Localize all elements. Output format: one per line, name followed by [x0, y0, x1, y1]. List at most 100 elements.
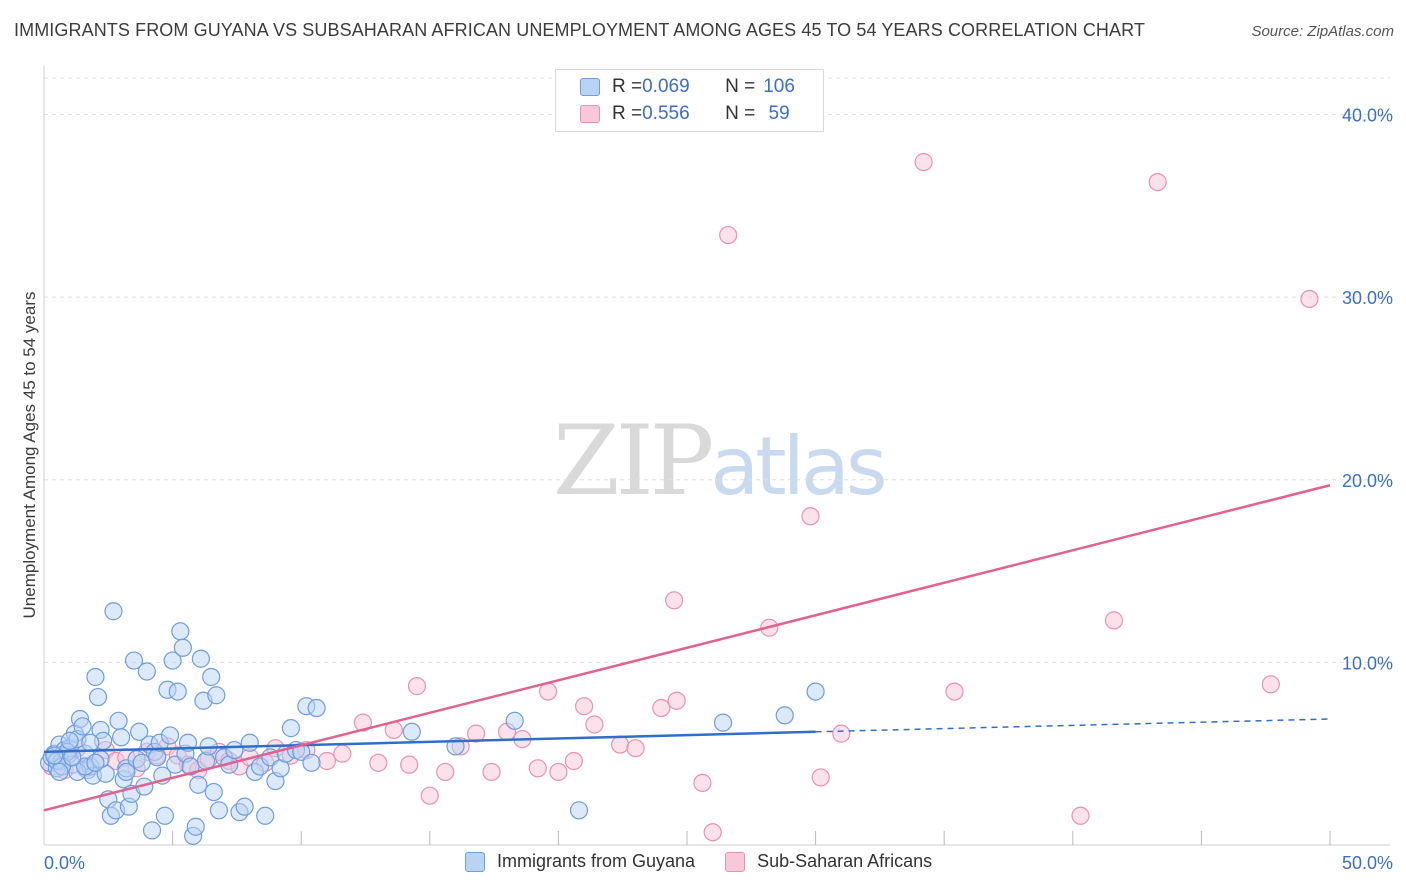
data-point-subsaharan: [652, 698, 671, 718]
legend-n-label: N =: [725, 76, 756, 97]
data-point-guyana: [45, 746, 64, 765]
data-point-guyana: [240, 733, 259, 752]
data-point-guyana: [402, 722, 421, 741]
data-point-subsaharan: [1148, 172, 1167, 192]
legend-n-value: 59: [763, 103, 790, 124]
legend-n-label: N =: [725, 103, 756, 124]
legend-label: Immigrants from Guyana: [497, 851, 696, 871]
x-tick-label-min: 0.0%: [44, 853, 85, 873]
trendline-guyana: [43, 730, 816, 754]
data-point-guyana: [775, 706, 794, 725]
data-point-guyana: [109, 711, 128, 730]
series-legend: Immigrants from Guyana Sub-Saharan Afric…: [465, 851, 962, 872]
legend-row-subsaharan: R = 0.556 N = 59: [580, 102, 790, 126]
data-point-subsaharan: [407, 677, 427, 696]
data-point-subsaharan: [611, 735, 630, 754]
data-point-subsaharan: [1071, 806, 1090, 825]
data-point-guyana: [163, 651, 182, 670]
legend-item-subsaharan[interactable]: Sub-Saharan Africans: [725, 851, 932, 872]
data-point-subsaharan: [400, 755, 419, 774]
data-point-guyana: [50, 762, 69, 782]
data-point-subsaharan: [665, 591, 684, 610]
data-point-subsaharan: [667, 691, 686, 710]
source-credit: Source: ZipAtlas.com: [1251, 23, 1394, 40]
data-point-guyana: [307, 698, 326, 718]
legend-r-label: R =: [612, 76, 643, 97]
data-point-subsaharan: [317, 751, 337, 771]
data-point-guyana: [256, 806, 275, 825]
correlation-legend: R = 0.069 N = 106 R = 0.556 N = 59: [555, 69, 824, 132]
data-point-guyana: [302, 753, 321, 772]
data-point-guyana: [124, 651, 144, 670]
data-point-subsaharan: [482, 762, 501, 782]
legend-item-guyana[interactable]: Immigrants from Guyana: [465, 851, 695, 872]
legend-row-guyana: R = 0.069 N = 106: [580, 75, 795, 99]
legend-r-value: 0.069: [642, 76, 690, 97]
chart-title: IMMIGRANTS FROM GUYANA VS SUBSAHARAN AFR…: [14, 20, 1146, 40]
watermark: ZIPatlas: [553, 405, 888, 517]
data-point-subsaharan: [585, 715, 604, 734]
data-point-subsaharan: [832, 724, 851, 743]
data-point-guyana: [186, 817, 205, 836]
trendline-subsaharan: [43, 484, 1331, 812]
legend-swatch-blue: [580, 78, 600, 96]
data-point-guyana: [73, 717, 92, 736]
legend-swatch-blue: [465, 851, 485, 872]
data-point-subsaharan: [703, 823, 722, 842]
data-point-guyana: [86, 753, 105, 772]
watermark-atlas: atlas: [710, 420, 887, 513]
data-point-subsaharan: [369, 753, 388, 772]
data-point-guyana: [130, 722, 149, 741]
data-point-guyana: [171, 622, 190, 641]
data-point-guyana: [569, 801, 589, 820]
data-point-subsaharan: [564, 751, 583, 771]
data-point-guyana: [60, 731, 79, 751]
data-point-guyana: [191, 649, 210, 668]
data-point-subsaharan: [693, 773, 712, 793]
data-point-subsaharan: [528, 759, 547, 778]
data-point-subsaharan: [420, 786, 439, 805]
data-point-guyana: [86, 667, 105, 687]
data-point-guyana: [160, 726, 180, 745]
data-point-guyana: [235, 797, 254, 816]
data-point-subsaharan: [626, 739, 645, 758]
data-point-guyana: [505, 711, 524, 730]
data-point-guyana: [168, 682, 187, 701]
data-point-guyana: [209, 801, 228, 820]
x-tick-label-max: 50.0%: [1342, 853, 1393, 873]
data-point-guyana: [189, 775, 208, 794]
data-point-subsaharan: [914, 152, 933, 172]
data-point-subsaharan: [1300, 289, 1319, 309]
legend-r-value: 0.556: [642, 103, 690, 124]
data-point-guyana: [806, 682, 825, 701]
data-point-subsaharan: [1104, 611, 1124, 630]
data-point-guyana: [713, 713, 733, 732]
data-point-guyana: [142, 821, 162, 840]
y-tick-label: 30.0%: [1342, 288, 1393, 308]
data-point-subsaharan: [436, 762, 455, 782]
data-point-subsaharan: [719, 225, 738, 245]
y-tick-label: 10.0%: [1342, 653, 1393, 673]
y-tick-label: 40.0%: [1342, 106, 1393, 126]
legend-n-value: 106: [763, 76, 795, 97]
legend-swatch-pink: [580, 105, 600, 123]
watermark-zip: ZIP: [553, 405, 714, 517]
y-tick-label: 20.0%: [1342, 471, 1393, 491]
data-point-guyana: [81, 733, 100, 752]
data-point-guyana: [63, 748, 82, 767]
data-point-guyana: [173, 638, 192, 657]
data-point-subsaharan: [575, 697, 594, 716]
data-point-subsaharan: [333, 744, 352, 763]
data-point-subsaharan: [945, 682, 964, 701]
data-point-guyana: [281, 719, 301, 738]
data-point-subsaharan: [466, 724, 486, 743]
data-point-guyana: [155, 806, 174, 825]
data-point-guyana: [117, 762, 136, 782]
data-point-subsaharan: [801, 507, 820, 526]
data-point-subsaharan: [549, 762, 568, 782]
data-point-guyana: [202, 667, 221, 687]
data-point-guyana: [207, 686, 226, 705]
data-point-guyana: [204, 782, 223, 802]
legend-label: Sub-Saharan Africans: [757, 851, 933, 871]
trendline-guyana-extrapolated: [815, 718, 1331, 733]
